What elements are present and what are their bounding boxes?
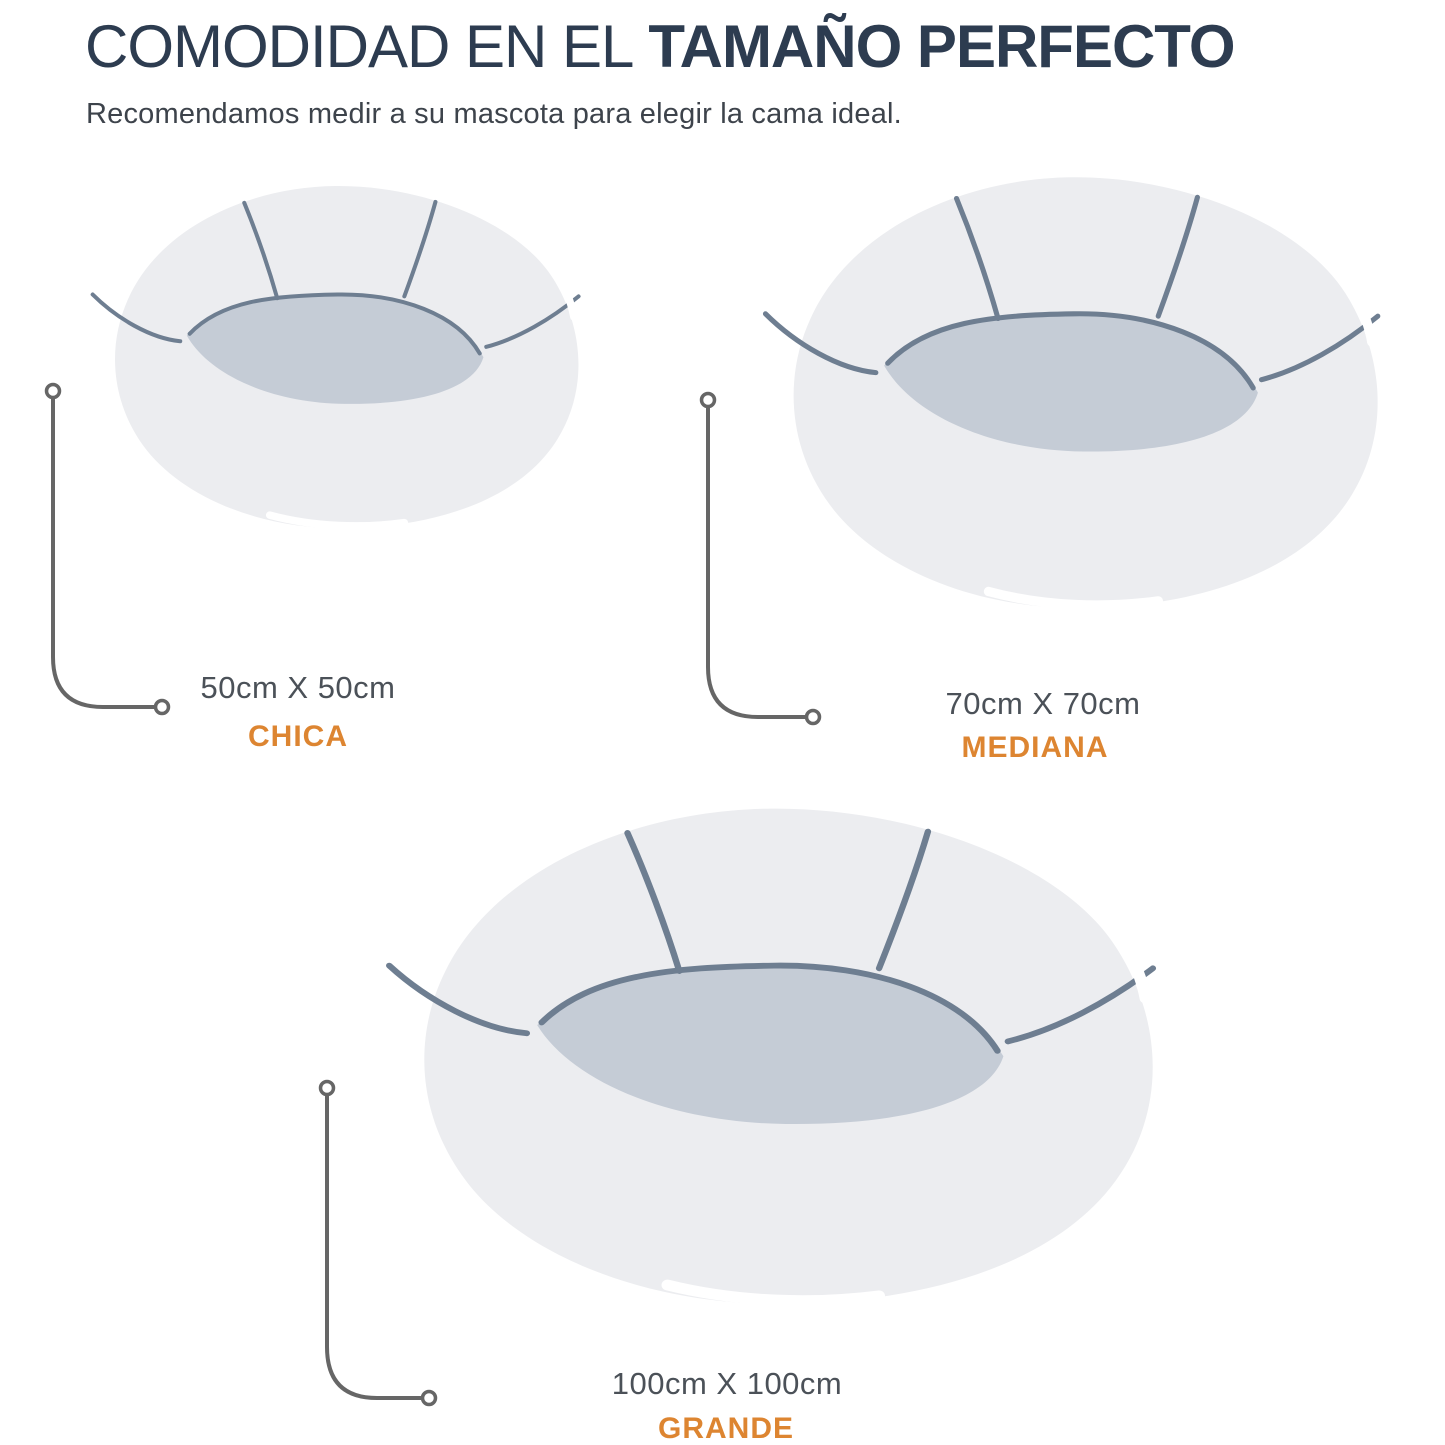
measurement-bracket-icon — [318, 1079, 438, 1407]
page-title: COMODIDAD EN EL TAMAÑO PERFECTO — [85, 12, 1236, 81]
size-name-label: CHICA — [248, 720, 348, 753]
size-dimensions-label: 100cm X 100cm — [611, 1366, 843, 1401]
pet-bed-large-icon — [330, 768, 1218, 1350]
page-title-bold: TAMAÑO PERFECTO — [648, 13, 1235, 80]
measurement-bracket-icon — [44, 382, 171, 716]
size-dimensions-label: 50cm X 50cm — [200, 670, 396, 705]
measurement-bracket-icon — [699, 391, 822, 726]
size-dimensions-label: 70cm X 70cm — [945, 686, 1141, 721]
size-name-label: GRANDE — [657, 1412, 794, 1445]
size-name-label: MEDIANA — [961, 731, 1109, 764]
page-title-regular: COMODIDAD EN EL — [85, 13, 634, 80]
page-subtitle: Recomendamos medir a su mascota para ele… — [86, 98, 902, 130]
